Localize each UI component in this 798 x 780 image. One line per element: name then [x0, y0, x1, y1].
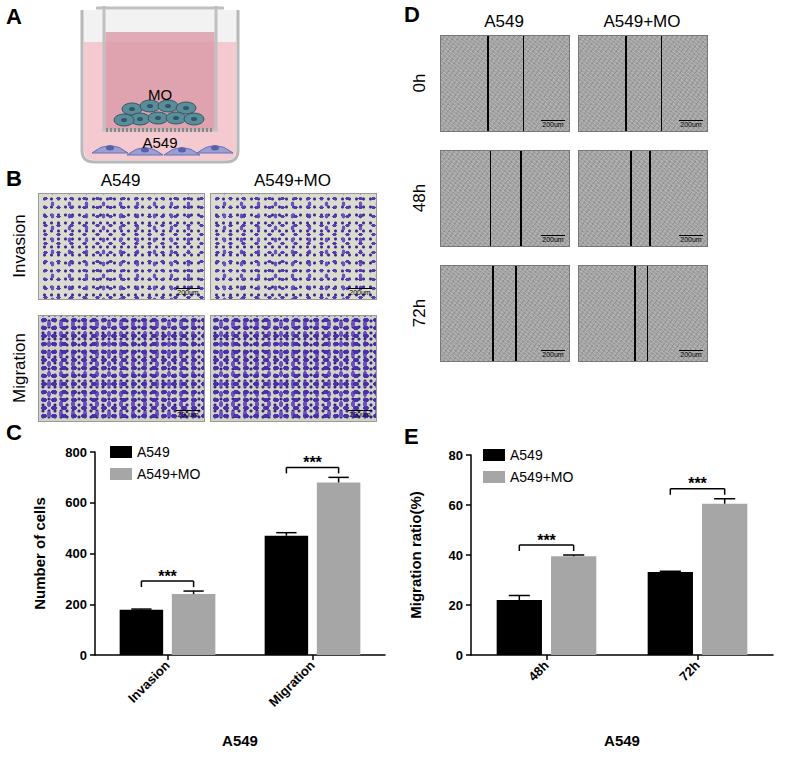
- html-text:200um: 200um: [680, 351, 702, 358]
- html-text:200um: 200um: [177, 411, 199, 418]
- html-text:Migration: Migration: [10, 332, 29, 403]
- svg-text:***: ***: [158, 568, 177, 585]
- svg-text:A549: A549: [510, 447, 543, 463]
- svg-text:20: 20: [449, 598, 463, 613]
- html-text:E: E: [404, 424, 419, 449]
- html-text:48h: 48h: [410, 183, 429, 212]
- svg-text:***: ***: [537, 532, 556, 549]
- svg-text:***: ***: [303, 454, 322, 471]
- html-text:A549: A549: [100, 171, 141, 190]
- svg-text:A549+MO: A549+MO: [137, 466, 201, 482]
- svg-text:A549: A549: [222, 732, 258, 749]
- svg-text:0: 0: [456, 648, 463, 663]
- svg-text:60: 60: [449, 498, 463, 513]
- html-text:200um: 200um: [177, 289, 199, 296]
- html-text:Invasion: Invasion: [10, 213, 29, 278]
- html-text:200um: 200um: [680, 236, 702, 243]
- svg-text:72h: 72h: [676, 658, 702, 684]
- svg-text:A549: A549: [604, 732, 640, 749]
- svg-text:A549: A549: [142, 134, 177, 151]
- svg-text:80: 80: [449, 448, 463, 463]
- html-text:A549: A549: [484, 12, 524, 31]
- svg-text:400: 400: [65, 546, 87, 561]
- svg-text:Migration: Migration: [266, 658, 318, 710]
- svg-text:***: ***: [688, 475, 707, 492]
- svg-text:Number of cells: Number of cells: [31, 497, 48, 610]
- svg-text:40: 40: [449, 548, 463, 563]
- html-text:200um: 200um: [542, 121, 564, 128]
- svg-text:600: 600: [65, 495, 87, 510]
- html-text:B: B: [6, 166, 22, 191]
- html-text:200um: 200um: [349, 289, 371, 296]
- html-text:0h: 0h: [410, 73, 429, 92]
- html-text:C: C: [6, 420, 22, 445]
- html-text:A: A: [6, 4, 22, 29]
- html-text:200um: 200um: [542, 236, 564, 243]
- html-text:A549+MO: A549+MO: [603, 12, 681, 31]
- svg-text:0: 0: [80, 648, 87, 663]
- svg-text:48h: 48h: [525, 658, 551, 684]
- svg-text:200: 200: [65, 597, 87, 612]
- html-text:72h: 72h: [410, 298, 429, 327]
- html-text:200um: 200um: [542, 351, 564, 358]
- svg-text:800: 800: [65, 445, 87, 460]
- svg-text:Migration ratio(%): Migration ratio(%): [407, 491, 424, 619]
- html-text:D: D: [404, 2, 420, 27]
- html-text:200um: 200um: [349, 411, 371, 418]
- svg-text:MO: MO: [148, 86, 172, 103]
- svg-text:A549: A549: [137, 444, 170, 460]
- svg-text:A549+MO: A549+MO: [510, 469, 574, 485]
- svg-text:Invasion: Invasion: [125, 658, 173, 706]
- html-text:A549+MO: A549+MO: [254, 171, 331, 190]
- html-text:200um: 200um: [680, 121, 702, 128]
